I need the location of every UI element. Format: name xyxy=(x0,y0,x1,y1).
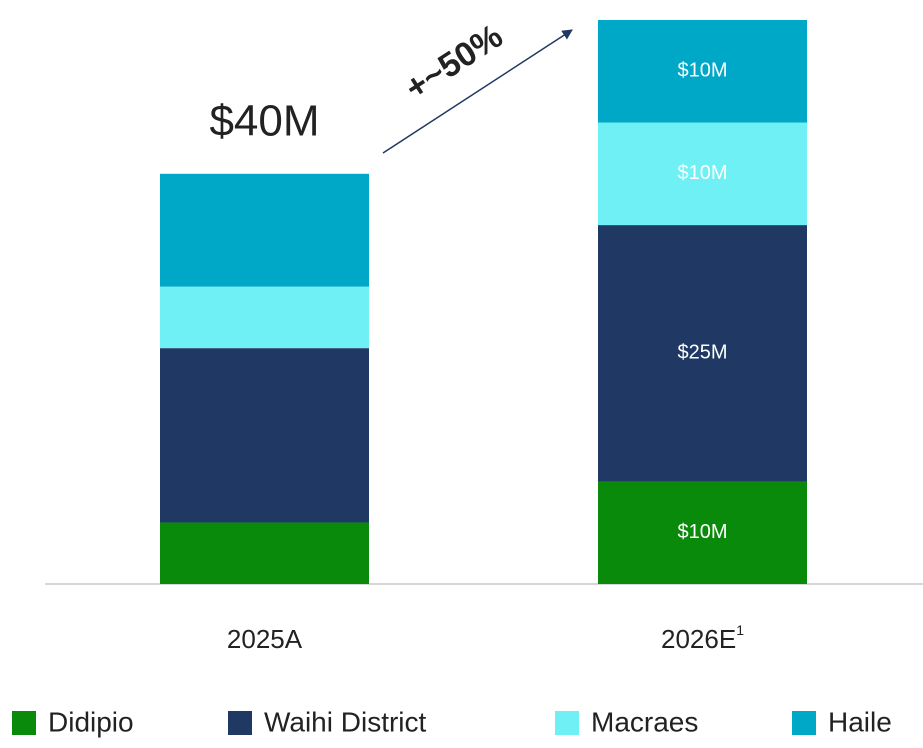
growth-arrow xyxy=(382,29,573,154)
legend-label: Haile xyxy=(828,706,892,737)
category-name: 2025A xyxy=(227,624,303,654)
data-label: $10M xyxy=(677,521,727,543)
legend-swatch xyxy=(12,711,36,735)
bar-segment xyxy=(598,20,807,123)
legend-swatch xyxy=(555,711,579,735)
bar-segment xyxy=(598,225,807,482)
legend-swatch xyxy=(228,711,252,735)
bar-segment xyxy=(598,481,807,584)
growth-label: +~50% xyxy=(398,17,509,108)
legend-label: Didipio xyxy=(48,706,134,737)
bar-segment xyxy=(160,522,369,584)
legend-swatch xyxy=(792,711,816,735)
bar-segment xyxy=(160,348,369,523)
category-name: 2026E xyxy=(661,624,736,654)
data-label: $10M xyxy=(677,162,727,184)
x-tick-label: 2026E1 xyxy=(661,622,744,654)
data-label: $25M xyxy=(677,342,727,364)
total-label: $40M xyxy=(209,96,319,145)
x-tick-label: 2025A xyxy=(227,624,303,654)
data-label: $10M xyxy=(677,60,727,82)
bar-segment xyxy=(160,286,369,349)
legend-label: Waihi District xyxy=(264,706,427,737)
legend-label: Macraes xyxy=(591,706,698,737)
footnote-marker: 1 xyxy=(736,622,744,638)
bar-segment xyxy=(598,122,807,226)
bar-segment xyxy=(160,173,369,287)
